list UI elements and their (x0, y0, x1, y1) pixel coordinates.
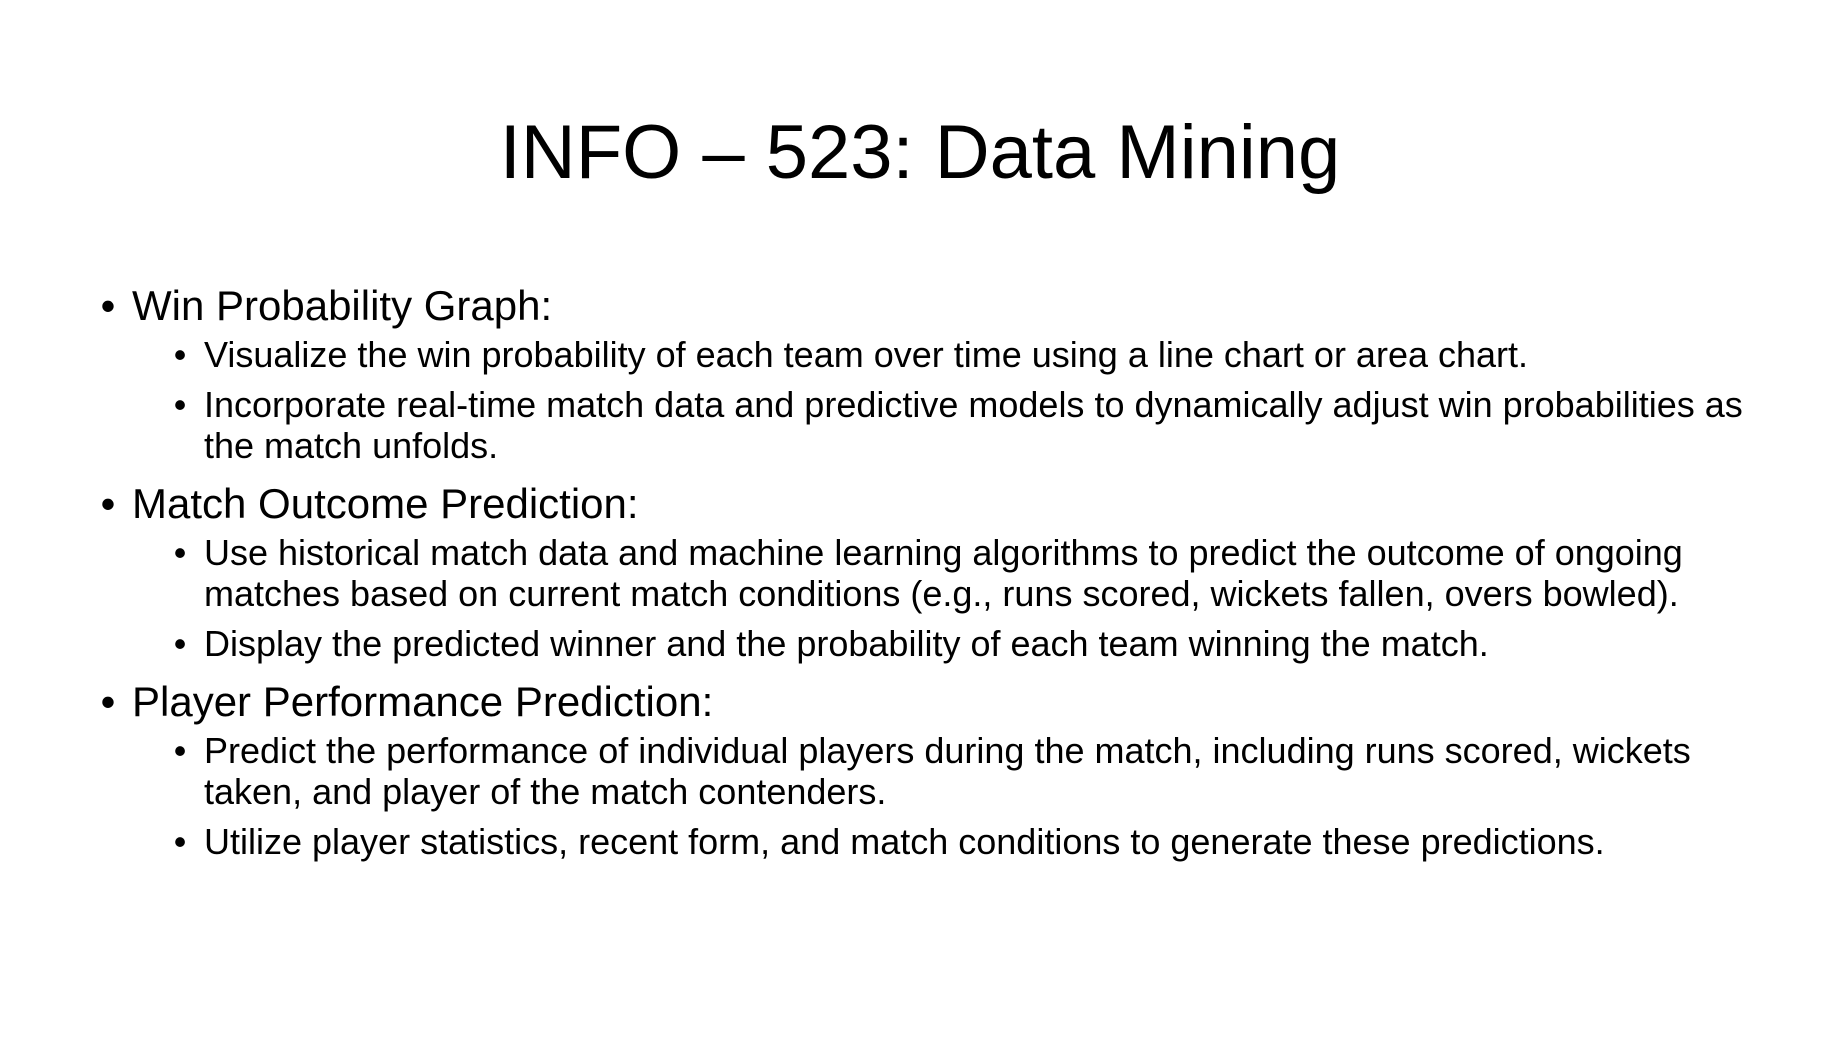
bullet-icon: • (100, 282, 116, 329)
list-item: • Utilize player statistics, recent form… (170, 821, 1798, 862)
list-item-text: Utilize player statistics, recent form, … (204, 821, 1605, 862)
bullet-icon: • (100, 678, 116, 725)
list-item: • Display the predicted winner and the p… (170, 623, 1798, 664)
sub-bullet-list: • Predict the performance of individual … (170, 730, 1798, 862)
list-item-text: Visualize the win probability of each te… (204, 334, 1529, 375)
list-item: • Predict the performance of individual … (170, 730, 1798, 812)
section-player-performance: • Player Performance Prediction: • Predi… (98, 676, 1798, 862)
section-heading: Player Performance Prediction: (132, 678, 714, 725)
bullet-icon: • (173, 730, 187, 771)
section-heading: Match Outcome Prediction: (132, 480, 639, 527)
section-heading: Win Probability Graph: (132, 282, 553, 329)
slide-title: INFO – 523: Data Mining (499, 110, 1341, 195)
list-item-text: Display the predicted winner and the pro… (204, 623, 1489, 664)
list-item: • Use historical match data and machine … (170, 532, 1798, 614)
list-item-text: Use historical match data and machine le… (204, 532, 1683, 614)
sub-bullet-list: • Use historical match data and machine … (170, 532, 1798, 664)
bullet-icon: • (173, 821, 187, 862)
list-item: • Visualize the win probability of each … (170, 334, 1798, 375)
list-item-text: Predict the performance of individual pl… (204, 730, 1691, 812)
section-win-probability: • Win Probability Graph: • Visualize the… (98, 280, 1798, 466)
sub-bullet-list: • Visualize the win probability of each … (170, 334, 1798, 466)
bullet-icon: • (173, 334, 187, 375)
bullet-icon: • (173, 532, 187, 573)
slide-body: • Win Probability Graph: • Visualize the… (98, 280, 1798, 874)
bullet-list: • Win Probability Graph: • Visualize the… (98, 280, 1798, 862)
bullet-icon: • (173, 384, 187, 425)
list-item: • Incorporate real-time match data and p… (170, 384, 1798, 466)
list-item-text: Incorporate real-time match data and pre… (204, 384, 1743, 466)
bullet-icon: • (100, 480, 116, 527)
section-match-outcome: • Match Outcome Prediction: • Use histor… (98, 478, 1798, 664)
bullet-icon: • (173, 623, 187, 664)
